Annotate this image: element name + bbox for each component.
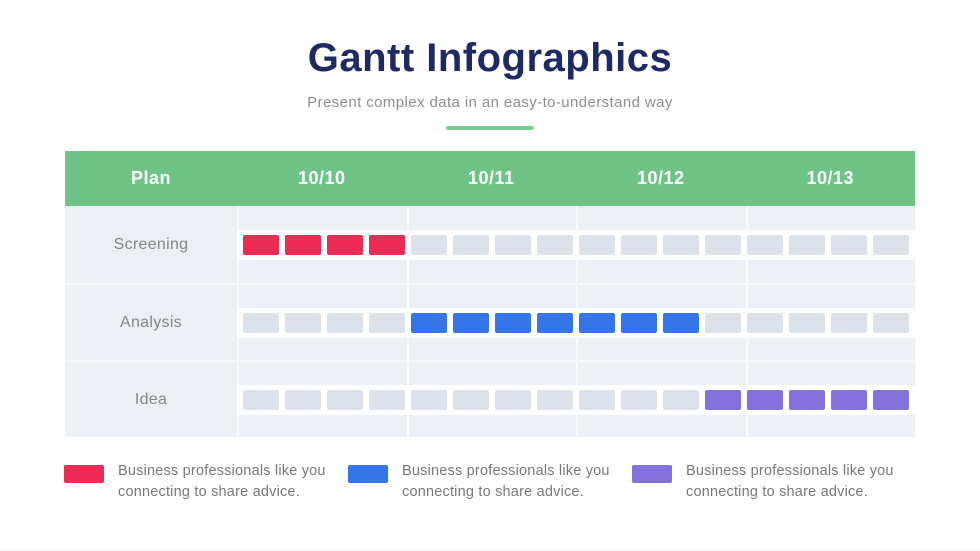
gantt-track-wrap <box>237 384 915 415</box>
gantt-empty-segment <box>411 389 447 410</box>
page-subtitle: Present complex data in an easy-to-under… <box>307 94 673 111</box>
gantt-empty-segment <box>873 312 909 333</box>
gantt-row-analysis: Analysis <box>65 283 915 360</box>
gantt-bar-segment-blue <box>537 312 573 333</box>
gantt-row-idea: Idea <box>65 360 915 437</box>
gantt-bar-segment-red <box>243 234 279 255</box>
gantt-bar-segment-blue <box>579 312 615 333</box>
legend-item: Business professionals like you connecti… <box>348 461 632 502</box>
gantt-empty-segment <box>705 234 741 255</box>
gantt-empty-segment <box>495 234 531 255</box>
row-label: Screening <box>113 235 189 253</box>
gantt-bar-segment-blue <box>453 312 489 333</box>
gantt-empty-segment <box>705 312 741 333</box>
gantt-empty-segment <box>789 312 825 333</box>
gantt-empty-segment <box>537 234 573 255</box>
gantt-bar-segment-purple <box>831 389 867 410</box>
gantt-empty-segment <box>285 389 321 410</box>
gantt-empty-segment <box>789 234 825 255</box>
gantt-bar-segment-blue <box>495 312 531 333</box>
gantt-empty-segment <box>495 389 531 410</box>
gantt-empty-segment <box>537 389 573 410</box>
legend-text: Business professionals like you connecti… <box>402 463 610 500</box>
gantt-empty-segment <box>327 389 363 410</box>
header-cell-10-10: 10/10 <box>297 168 346 188</box>
row-label: Idea <box>134 390 168 408</box>
legend-text: Business professionals like you connecti… <box>686 463 894 500</box>
gantt-empty-segment <box>453 234 489 255</box>
gantt-empty-segment <box>621 389 657 410</box>
header-cell-10-12: 10/12 <box>636 168 685 188</box>
legend: Business professionals like you connecti… <box>64 461 916 502</box>
gantt-empty-segment <box>873 234 909 255</box>
gantt-track <box>237 229 915 260</box>
legend-swatch <box>632 465 672 483</box>
gantt-bar-segment-red <box>327 234 363 255</box>
gantt-empty-segment <box>285 312 321 333</box>
gantt-track-wrap <box>237 229 915 260</box>
row-label: Analysis <box>120 313 182 331</box>
gantt-bar-segment-purple <box>747 389 783 410</box>
gantt-empty-segment <box>327 312 363 333</box>
legend-text: Business professionals like you connecti… <box>118 463 326 500</box>
gantt-bar-segment-purple <box>789 389 825 410</box>
legend-item: Business professionals like you connecti… <box>64 461 348 502</box>
title-underline <box>446 126 534 130</box>
gantt-empty-segment <box>663 234 699 255</box>
gantt-empty-segment <box>369 312 405 333</box>
gantt-bar-segment-purple <box>873 389 909 410</box>
gantt-empty-segment <box>663 389 699 410</box>
gantt-bar-segment-red <box>285 234 321 255</box>
gantt-empty-segment <box>579 389 615 410</box>
gantt-bar-segment-blue <box>621 312 657 333</box>
gantt-track <box>237 384 915 415</box>
page-title: Gantt Infographics <box>307 36 673 80</box>
header-cell-10-13: 10/13 <box>806 168 855 188</box>
gantt-empty-segment <box>243 312 279 333</box>
gantt-bar-segment-blue <box>663 312 699 333</box>
legend-swatch <box>64 465 104 483</box>
gantt-empty-segment <box>831 234 867 255</box>
gantt-empty-segment <box>453 389 489 410</box>
gantt-bar-segment-red <box>369 234 405 255</box>
gantt-empty-segment <box>243 389 279 410</box>
gantt-track <box>237 307 915 338</box>
gantt-header-row: Plan 10/10 10/11 10/12 10/13 <box>65 151 915 206</box>
header-cell-10-11: 10/11 <box>467 168 515 188</box>
gantt-empty-segment <box>411 234 447 255</box>
gantt-empty-segment <box>747 234 783 255</box>
gantt-empty-segment <box>831 312 867 333</box>
legend-item: Business professionals like you connecti… <box>632 461 916 502</box>
legend-swatch <box>348 465 388 483</box>
gantt-bar-segment-blue <box>411 312 447 333</box>
gantt-table: Plan 10/10 10/11 10/12 10/13 Screening Analys… <box>65 151 915 437</box>
gantt-track-wrap <box>237 307 915 338</box>
header-cell-plan: Plan <box>130 168 171 188</box>
gantt-empty-segment <box>747 312 783 333</box>
gantt-empty-segment <box>579 234 615 255</box>
gantt-empty-segment <box>621 234 657 255</box>
gantt-body: Screening Analysis Idea <box>65 206 915 437</box>
gantt-row-screening: Screening <box>65 206 915 283</box>
gantt-bar-segment-purple <box>705 389 741 410</box>
gantt-empty-segment <box>369 389 405 410</box>
